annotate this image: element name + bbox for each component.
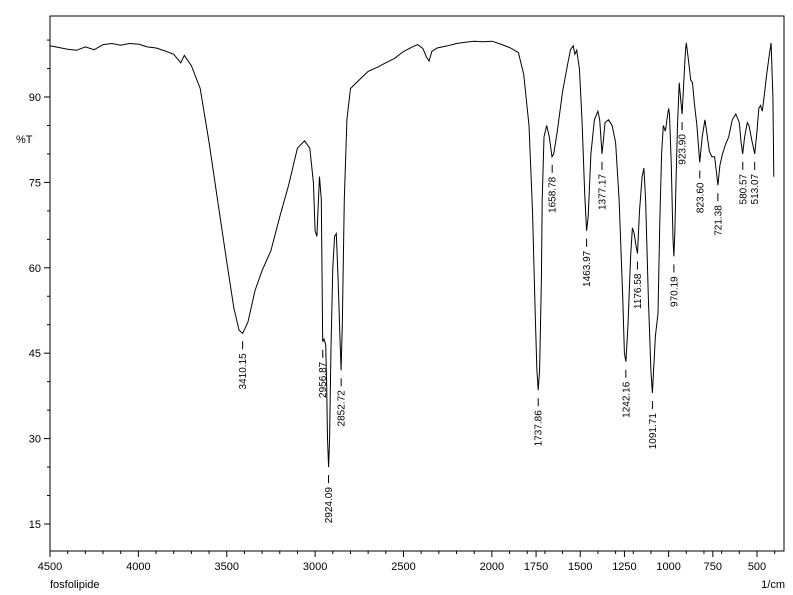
- x-axis-ticks: 4500 4000 3500 3000 2500 2000 1750 1500 1250 1000…: [38, 551, 776, 573]
- x-axis-unit: 1/cm: [761, 579, 785, 591]
- y-tick-label: 45: [29, 348, 41, 360]
- x-tick-label: 500: [748, 561, 766, 573]
- peak-annotations: 3410.15 2956.87 2924.09 2852.72 1737.86 1658.…: [238, 122, 761, 523]
- spectrum-line: [49, 40, 775, 468]
- y-tick-label: 15: [29, 519, 41, 531]
- x-tick-label: 1750: [524, 561, 548, 573]
- peak-label: 1463.97: [582, 250, 593, 287]
- x-tick-label: 750: [704, 561, 722, 573]
- x-tick-label: 1250: [612, 561, 636, 573]
- peak-label: 2924.09: [324, 487, 335, 524]
- peak-label: 1091.71: [648, 413, 659, 450]
- peak-label: 1737.86: [534, 410, 545, 447]
- peak-label: 3410.15: [238, 353, 249, 390]
- y-tick-label: 30: [29, 434, 41, 446]
- x-tick-label: 1000: [656, 561, 680, 573]
- peak-label: 1176.58: [633, 273, 644, 309]
- peak-label: 923.90: [678, 134, 689, 165]
- plot-frame: [49, 15, 785, 552]
- x-tick-label: 1500: [568, 561, 592, 573]
- peak-label: 721.38: [713, 205, 724, 236]
- y-tick-label: 90: [29, 92, 41, 104]
- peak-label: 1242.16: [621, 381, 632, 418]
- x-tick-label: 4500: [38, 561, 62, 573]
- peak-label: 970.19: [669, 276, 680, 307]
- y-tick-label: 60: [29, 263, 41, 275]
- x-tick-label: 4000: [126, 561, 150, 573]
- x-tick-label: 2500: [391, 561, 415, 573]
- peak-label: 513.07: [750, 173, 761, 204]
- peak-label: 1658.78: [548, 176, 559, 213]
- peak-label: 2852.72: [337, 390, 348, 427]
- y-axis-ticks: 15 30 45 60 75 90: [29, 39, 50, 531]
- peak-label: 580.57: [738, 173, 749, 204]
- x-tick-label: 3500: [215, 561, 239, 573]
- peak-label: 2956.87: [318, 361, 329, 398]
- peak-label: 1377.17: [598, 173, 609, 210]
- y-axis-title: %T: [16, 134, 33, 146]
- x-tick-label: 2000: [480, 561, 504, 573]
- peak-label: 823.60: [695, 182, 706, 213]
- y-tick-label: 75: [29, 177, 41, 189]
- x-tick-label: 3000: [303, 561, 327, 573]
- sample-name: fosfolipide: [50, 579, 100, 591]
